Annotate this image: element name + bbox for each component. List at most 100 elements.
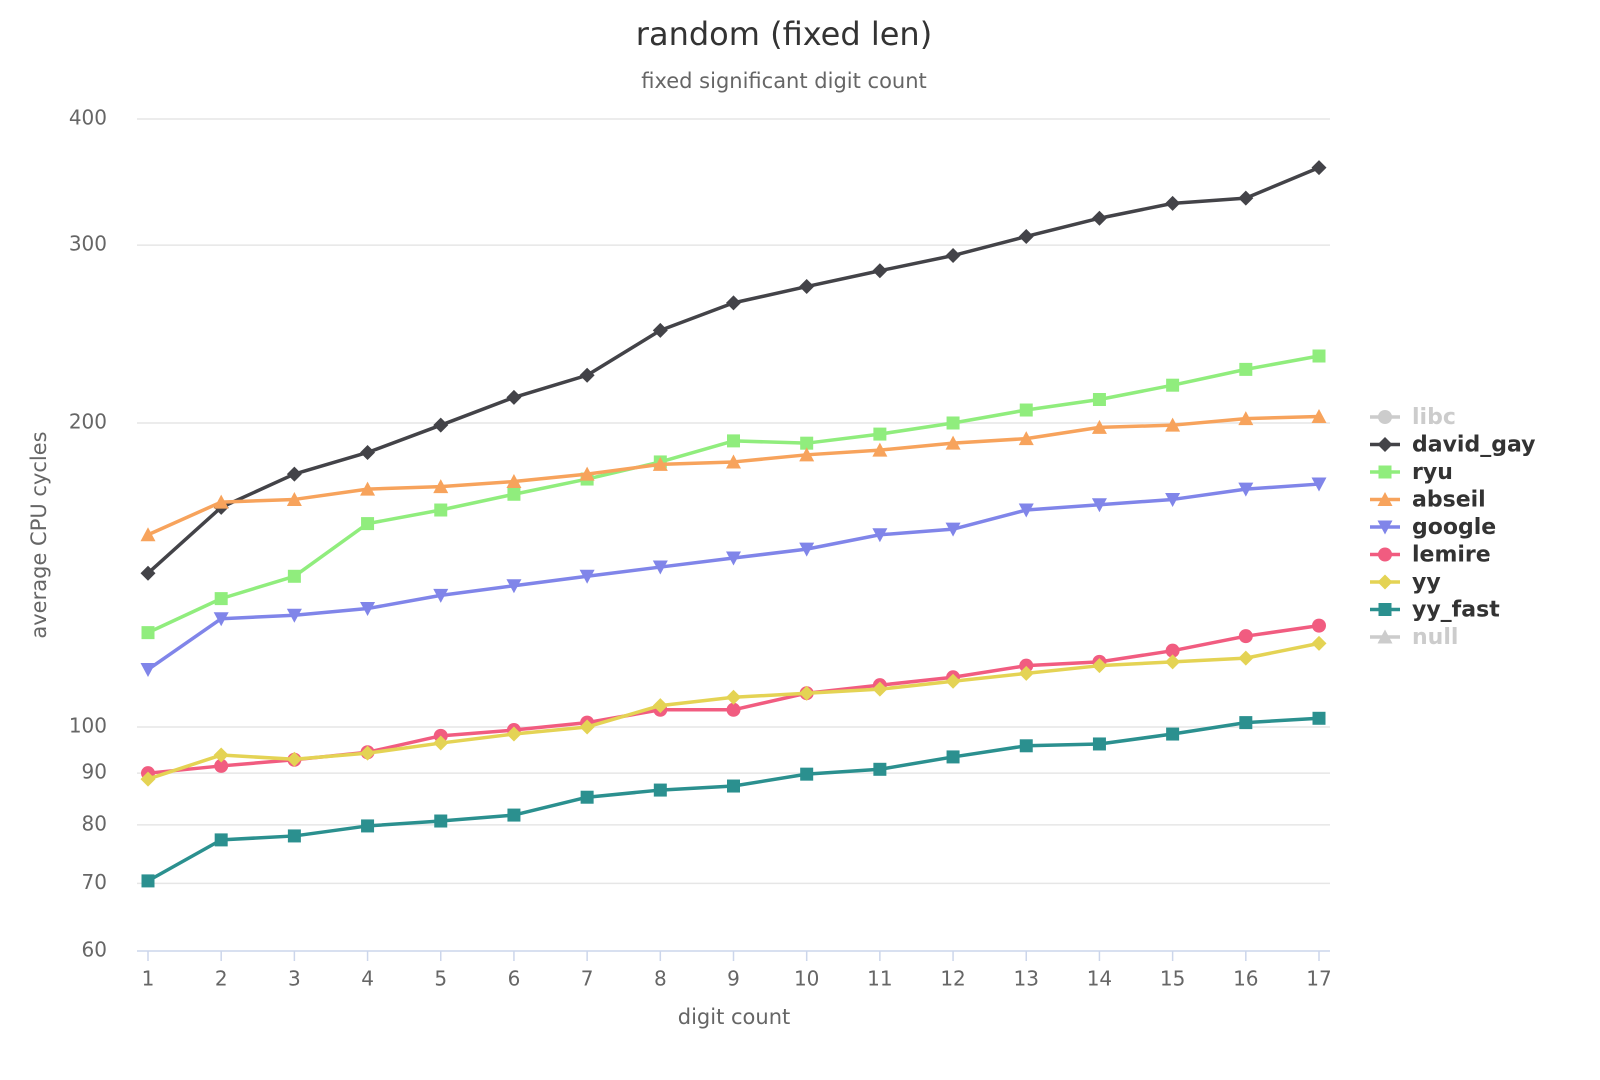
legend-label: google xyxy=(1412,515,1496,540)
data-point xyxy=(1238,190,1254,206)
x-tick-label: 15 xyxy=(1160,967,1185,991)
legend-item[interactable]: yy xyxy=(1370,570,1441,595)
data-point xyxy=(140,663,156,678)
x-tick-label: 12 xyxy=(940,967,965,991)
x-tick-label: 14 xyxy=(1087,967,1112,991)
legend-label: yy xyxy=(1412,570,1441,595)
data-point xyxy=(727,779,740,793)
data-point xyxy=(726,702,741,717)
data-point xyxy=(506,726,522,742)
data-point xyxy=(1092,737,1106,751)
x-tick-label: 1 xyxy=(142,967,155,991)
x-tick-label: 8 xyxy=(654,967,667,991)
data-point xyxy=(579,569,595,584)
data-point xyxy=(727,434,740,448)
data-point xyxy=(506,579,522,594)
data-point xyxy=(1312,349,1326,363)
data-point xyxy=(873,762,887,776)
data-point xyxy=(946,750,960,764)
data-point xyxy=(872,263,888,279)
data-point xyxy=(433,735,449,751)
data-point xyxy=(800,767,814,781)
data-point xyxy=(1018,503,1034,518)
data-point xyxy=(1018,431,1034,446)
legend-item[interactable]: google xyxy=(1370,515,1496,540)
data-point xyxy=(945,435,961,450)
data-point xyxy=(213,612,229,627)
data-point xyxy=(873,427,887,441)
data-point xyxy=(579,466,595,481)
data-point xyxy=(1091,658,1107,674)
data-point xyxy=(434,503,448,517)
legend-symbol xyxy=(1377,574,1393,590)
data-point xyxy=(287,829,301,843)
legend-label: lemire xyxy=(1412,543,1491,568)
data-point xyxy=(872,442,888,457)
legend-symbol xyxy=(1378,410,1392,424)
y-axis-title: average CPU cycles xyxy=(27,431,51,638)
legend-item[interactable]: libc xyxy=(1370,405,1456,430)
data-point xyxy=(653,783,667,797)
data-point xyxy=(140,565,156,581)
data-point xyxy=(1019,739,1033,753)
data-point xyxy=(1165,643,1180,658)
data-point xyxy=(1091,210,1107,226)
data-point xyxy=(946,416,960,430)
data-point xyxy=(1019,403,1033,417)
legend-symbol xyxy=(1377,437,1393,452)
data-point xyxy=(141,626,155,640)
legend-item[interactable]: lemire xyxy=(1370,543,1491,568)
data-point xyxy=(360,602,376,617)
data-point xyxy=(945,522,961,537)
data-point xyxy=(1018,665,1034,681)
x-tick-label: 9 xyxy=(727,967,740,991)
legend-symbol xyxy=(1378,547,1392,562)
x-tick-label: 7 xyxy=(581,967,594,991)
y-tick-label: 90 xyxy=(82,760,107,784)
legend-symbol xyxy=(1378,465,1392,479)
data-point xyxy=(1238,650,1254,666)
data-point xyxy=(1239,716,1253,730)
data-point xyxy=(286,491,302,506)
data-point xyxy=(1019,658,1034,673)
chart-subtitle: fixed significant digit count xyxy=(641,69,927,93)
data-point xyxy=(361,517,375,531)
data-point xyxy=(726,295,741,311)
legend-item[interactable]: abseil xyxy=(1370,488,1486,513)
legend-item[interactable]: null xyxy=(1370,625,1458,650)
legend-item[interactable]: yy_fast xyxy=(1370,598,1500,623)
data-point xyxy=(360,745,376,761)
data-point xyxy=(945,673,961,689)
x-tick-label: 4 xyxy=(361,967,374,991)
y-tick-label: 70 xyxy=(82,870,107,894)
data-point xyxy=(1311,635,1327,651)
data-point xyxy=(1166,727,1180,741)
data-point xyxy=(1165,654,1181,670)
x-tick-label: 3 xyxy=(288,967,301,991)
x-tick-label: 16 xyxy=(1233,967,1258,991)
legend-item[interactable]: david_gay xyxy=(1370,433,1535,458)
data-point xyxy=(799,279,815,295)
data-point xyxy=(1311,160,1327,176)
data-point xyxy=(652,322,668,338)
data-point xyxy=(1238,411,1254,426)
data-point xyxy=(1018,228,1034,244)
y-tick-label: 400 xyxy=(69,106,107,130)
data-point xyxy=(799,542,815,557)
legend-item[interactable]: ryu xyxy=(1370,460,1453,485)
x-tick-label: 11 xyxy=(867,967,892,991)
data-point xyxy=(214,833,228,847)
legend-symbol xyxy=(1377,520,1393,535)
legend-label: libc xyxy=(1412,405,1456,430)
data-point xyxy=(1091,419,1107,434)
data-point xyxy=(1092,393,1106,407)
data-point xyxy=(1312,711,1326,725)
data-point xyxy=(140,771,156,787)
x-tick-label: 6 xyxy=(508,967,521,991)
data-point xyxy=(1238,629,1253,644)
data-point xyxy=(579,367,595,383)
legend-symbol xyxy=(1377,629,1393,644)
y-tick-label: 80 xyxy=(82,811,107,835)
